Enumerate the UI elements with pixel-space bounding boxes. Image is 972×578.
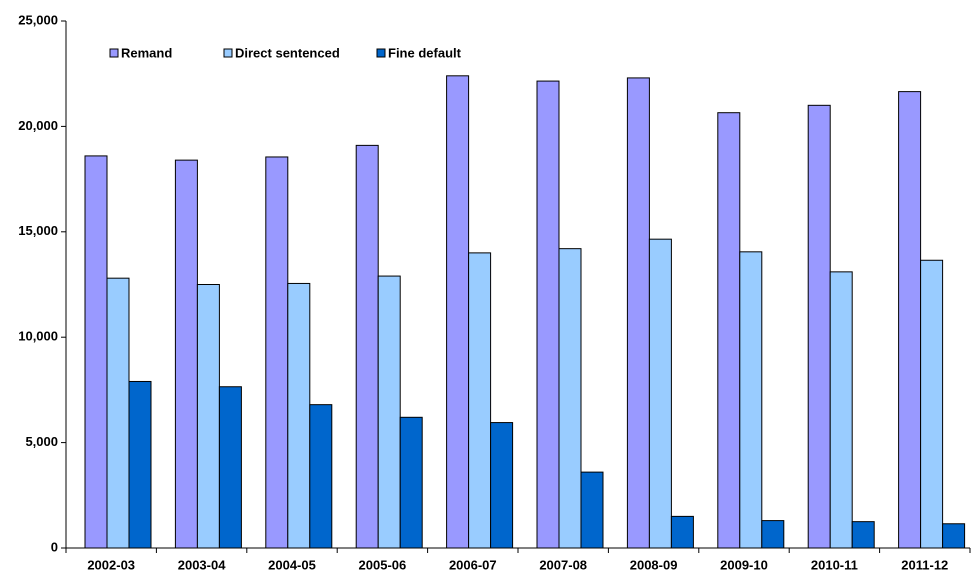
x-tick-label: 2002-03 <box>87 557 135 572</box>
bar <box>807 104 831 549</box>
bar <box>309 404 333 549</box>
x-tick-label: 2011-12 <box>901 557 948 572</box>
bar <box>265 156 289 549</box>
legend-swatch <box>223 48 233 58</box>
x-tick-label: 2005-06 <box>359 557 407 572</box>
x-tick-label: 2009-10 <box>720 557 768 572</box>
bar <box>942 523 966 549</box>
bar <box>84 155 108 549</box>
legend-swatch <box>376 48 386 58</box>
x-tick-label: 2003-04 <box>178 557 226 572</box>
legend-swatch <box>109 48 119 58</box>
bar <box>377 275 401 549</box>
y-tick-label: 5,000 <box>25 434 58 449</box>
bar <box>490 422 514 549</box>
bar <box>355 144 379 549</box>
y-tick-label: 25,000 <box>18 12 58 27</box>
bar <box>851 521 875 549</box>
y-tick-label: 20,000 <box>18 118 58 133</box>
bar <box>468 252 492 549</box>
y-tick-label: 0 <box>51 539 58 554</box>
bar <box>287 282 311 549</box>
y-tick-label: 15,000 <box>18 223 58 238</box>
bar <box>920 259 944 549</box>
y-tick-label: 10,000 <box>18 329 58 344</box>
bar <box>898 91 922 549</box>
x-tick-label: 2007-08 <box>539 557 587 572</box>
bar <box>446 75 470 549</box>
bar <box>580 471 604 549</box>
bar <box>739 251 763 549</box>
legend-label: Direct sentenced <box>235 45 340 60</box>
x-tick-label: 2004-05 <box>268 557 316 572</box>
x-tick-label: 2010-11 <box>811 557 858 572</box>
bar <box>761 520 785 549</box>
x-tick-label: 2006-07 <box>449 557 497 572</box>
bar <box>174 159 198 549</box>
bar <box>558 248 582 549</box>
bar <box>670 515 694 549</box>
legend-label: Fine default <box>388 45 462 60</box>
bar <box>106 277 130 549</box>
legend-label: Remand <box>121 45 172 60</box>
bar <box>536 80 560 549</box>
bar <box>717 112 741 549</box>
bar <box>626 77 650 549</box>
bar <box>399 416 423 549</box>
bar <box>218 386 242 549</box>
x-tick-label: 2008-09 <box>630 557 678 572</box>
bar <box>128 380 152 549</box>
bar <box>648 238 672 549</box>
bar <box>829 271 853 549</box>
bar <box>196 284 220 549</box>
